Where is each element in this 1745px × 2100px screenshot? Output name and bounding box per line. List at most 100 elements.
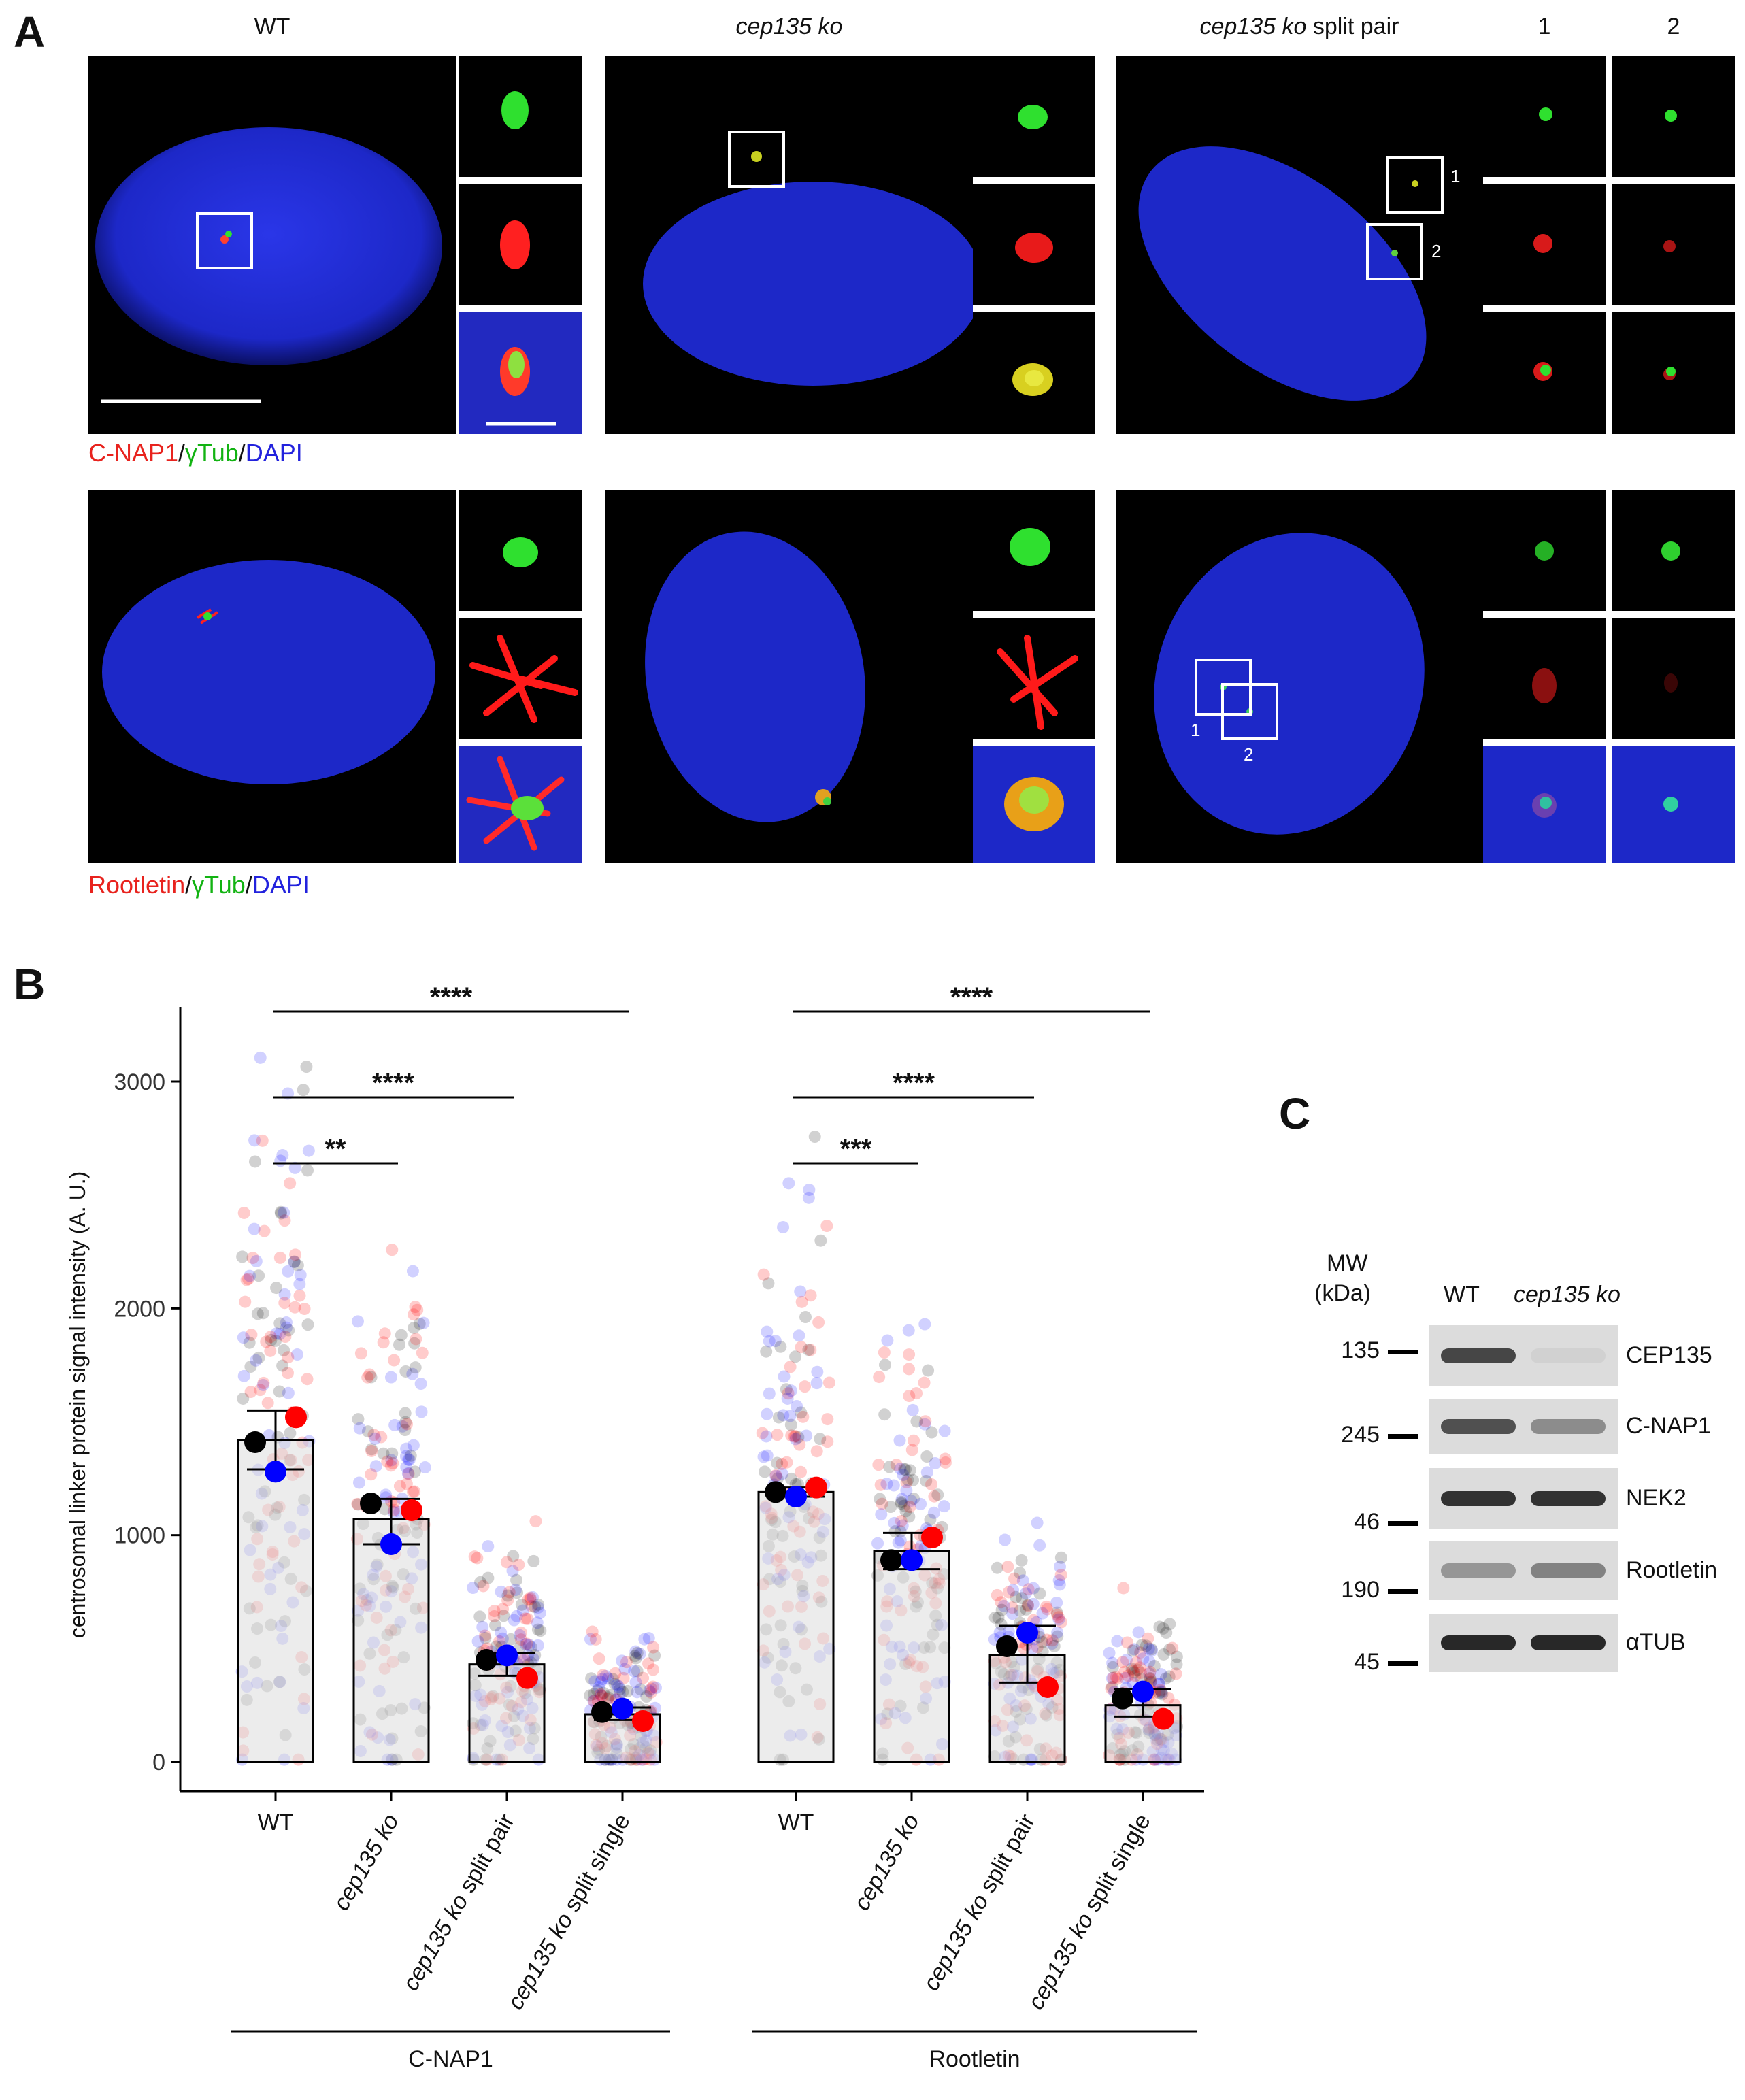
data-point <box>585 1672 598 1685</box>
caption-sep: / <box>185 871 193 899</box>
data-point <box>1129 1656 1142 1669</box>
data-point <box>588 1675 601 1688</box>
data-point <box>1001 1561 1014 1573</box>
data-point <box>352 1413 365 1426</box>
data-point <box>413 1317 426 1330</box>
data-point <box>403 1453 416 1466</box>
data-point <box>1132 1626 1145 1639</box>
data-point <box>918 1376 931 1389</box>
data-point <box>531 1639 544 1652</box>
data-point <box>237 1331 250 1344</box>
data-point <box>1127 1666 1140 1679</box>
mw-marker: 135 <box>1341 1337 1380 1363</box>
data-point <box>239 1295 252 1308</box>
replicate-mean-black <box>360 1493 382 1514</box>
data-point <box>593 1681 605 1694</box>
inset-split-root-2-red <box>1612 618 1735 739</box>
data-point <box>920 1450 933 1463</box>
data-point <box>1010 1590 1023 1603</box>
data-point <box>274 1207 287 1220</box>
data-point <box>1106 1672 1118 1685</box>
data-point <box>1053 1560 1066 1573</box>
bar <box>757 1490 835 1763</box>
caption-dapi: DAPI <box>252 871 310 899</box>
data-point <box>997 1599 1010 1612</box>
data-point <box>613 1687 626 1700</box>
mw-tick <box>1388 1521 1418 1526</box>
inset-ko-root-merge <box>973 746 1095 863</box>
replicate-mean-black <box>996 1635 1018 1657</box>
data-point <box>914 1497 927 1510</box>
data-point <box>1142 1642 1155 1655</box>
col-title-wt: WT <box>88 14 456 40</box>
x-tick-label-italic: cep135 ko <box>918 1890 994 1995</box>
data-point <box>388 1418 401 1431</box>
data-point <box>873 1371 886 1384</box>
data-point <box>781 1392 794 1405</box>
blot-band <box>1531 1563 1606 1578</box>
significance-label: ** <box>325 1134 346 1164</box>
data-point <box>1027 1597 1040 1610</box>
x-tick-label-italic: cep135 ko <box>502 1909 578 2014</box>
data-point <box>415 1405 428 1418</box>
data-point <box>250 1354 263 1367</box>
data-point <box>276 1359 289 1372</box>
data-point <box>878 1408 891 1421</box>
data-point <box>920 1466 933 1479</box>
data-point <box>1002 1586 1015 1599</box>
data-point <box>1125 1663 1138 1676</box>
data-point <box>512 1559 525 1571</box>
data-point <box>903 1464 916 1477</box>
data-point <box>1022 1583 1035 1596</box>
data-point <box>1015 1554 1028 1567</box>
data-point <box>903 1363 916 1376</box>
data-point <box>1143 1655 1156 1668</box>
data-point <box>301 1164 314 1177</box>
data-point <box>872 1459 885 1471</box>
data-point <box>810 1445 823 1458</box>
data-point <box>888 1516 901 1529</box>
data-point <box>477 1580 490 1593</box>
data-point <box>895 1493 908 1505</box>
data-point <box>900 1484 913 1497</box>
data-point <box>288 1255 301 1268</box>
data-point <box>1119 1671 1132 1684</box>
data-point <box>408 1321 420 1334</box>
data-point <box>784 1384 797 1397</box>
data-point <box>795 1465 808 1478</box>
data-point <box>237 1369 250 1382</box>
data-point <box>937 1500 950 1513</box>
data-point <box>928 1490 941 1503</box>
data-point <box>401 1418 414 1431</box>
data-point <box>519 1638 532 1651</box>
protein-label: NEK2 <box>1626 1485 1686 1511</box>
replicate-mean-red <box>632 1710 654 1732</box>
data-point <box>399 1416 412 1429</box>
data-point <box>531 1601 544 1614</box>
data-point <box>501 1594 514 1607</box>
data-point <box>881 1334 894 1347</box>
data-point <box>298 1303 311 1316</box>
data-point <box>648 1701 661 1714</box>
data-point <box>278 1297 291 1310</box>
data-point <box>988 1611 1001 1624</box>
data-point <box>799 1380 812 1393</box>
blot-strip-c-nap1 <box>1429 1399 1618 1454</box>
inset-ko-root-green <box>973 490 1095 611</box>
inset-ko-cnap1-merge <box>973 312 1095 434</box>
data-point <box>918 1418 931 1431</box>
data-point <box>772 1411 785 1424</box>
data-point <box>780 1456 793 1469</box>
data-point <box>896 1519 909 1532</box>
data-point <box>646 1680 659 1693</box>
y-tick-label: 2000 <box>114 1296 165 1322</box>
data-point <box>782 1387 795 1400</box>
data-point <box>599 1669 612 1682</box>
data-point <box>1106 1661 1119 1673</box>
data-point <box>901 1473 914 1486</box>
x-tick-label: cep135 ko <box>329 1810 404 1915</box>
data-point <box>910 1415 923 1428</box>
data-point <box>822 1376 835 1389</box>
data-point <box>760 1345 773 1358</box>
data-point <box>920 1474 933 1487</box>
